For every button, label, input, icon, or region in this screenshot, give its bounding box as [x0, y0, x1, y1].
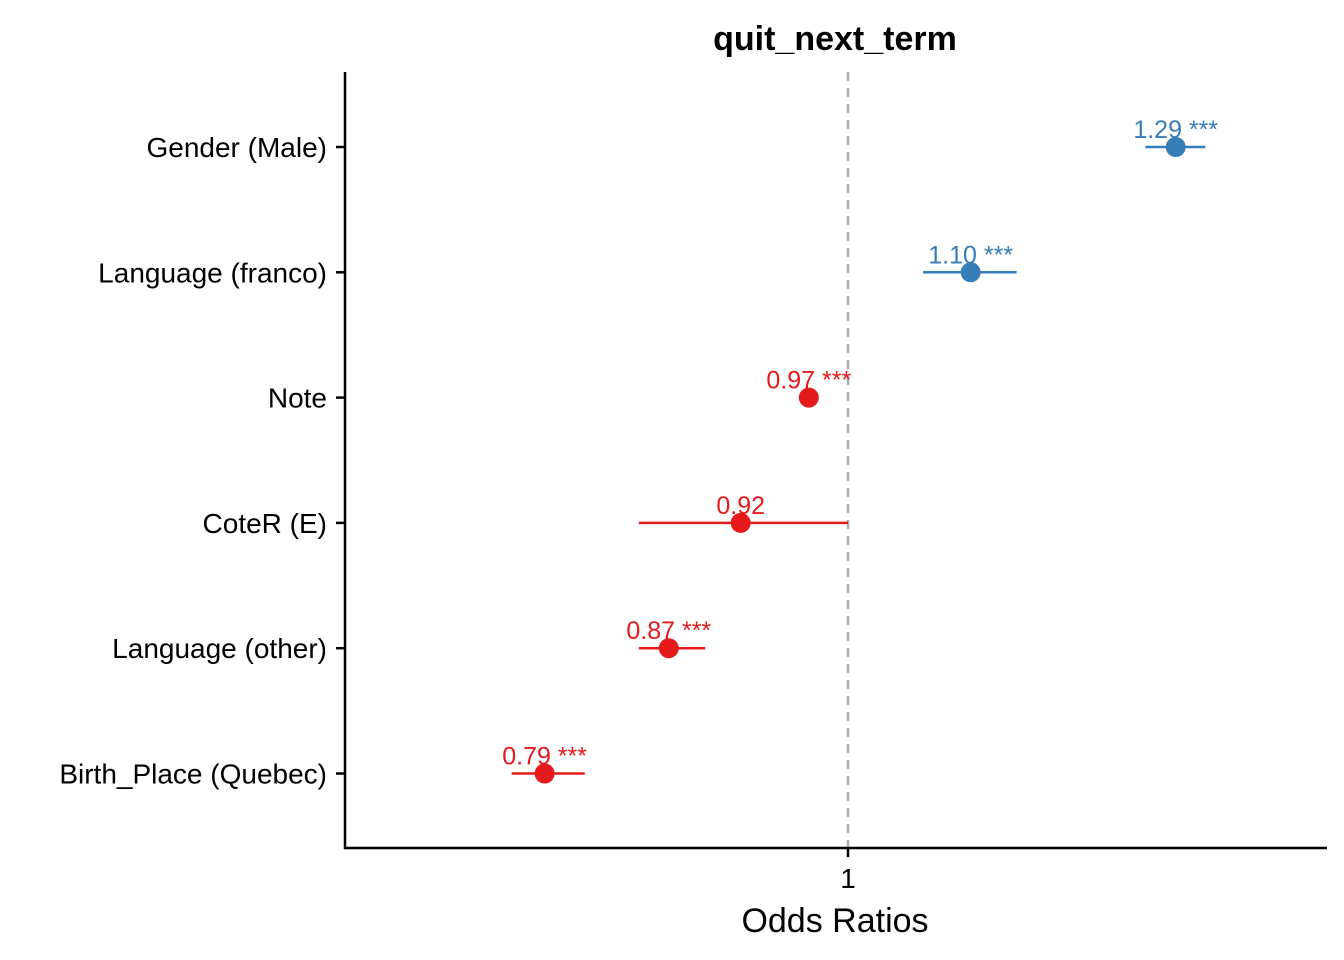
value-label: 1.10 *** — [928, 241, 1013, 269]
term-label: CoteR (E) — [203, 508, 327, 539]
terms-layer: Gender (Male) 1.29 *** Language (franco) 1.… — [59, 116, 1218, 790]
chart-title: quit_next_term — [713, 20, 957, 58]
estimate-point — [658, 638, 679, 659]
value-label: 0.97 *** — [766, 367, 851, 395]
value-label: 0.79 *** — [502, 743, 587, 771]
term-label: Language (franco) — [98, 257, 327, 288]
term-label: Language (other) — [112, 633, 327, 664]
value-label: 0.87 *** — [626, 617, 711, 645]
term-label: Note — [268, 383, 327, 414]
term-label: Birth_Place (Quebec) — [59, 759, 327, 790]
term-label: Gender (Male) — [146, 132, 327, 163]
estimate-point — [534, 763, 555, 784]
value-label: 1.29 *** — [1133, 116, 1218, 144]
estimate-point — [730, 512, 751, 533]
value-label: 0.92 — [716, 492, 765, 520]
x-axis-title: Odds Ratios — [741, 902, 928, 940]
estimate-point — [960, 262, 981, 283]
estimate-point — [798, 387, 819, 408]
x-tick-label: 1 — [840, 863, 856, 894]
estimate-point — [1165, 137, 1186, 157]
